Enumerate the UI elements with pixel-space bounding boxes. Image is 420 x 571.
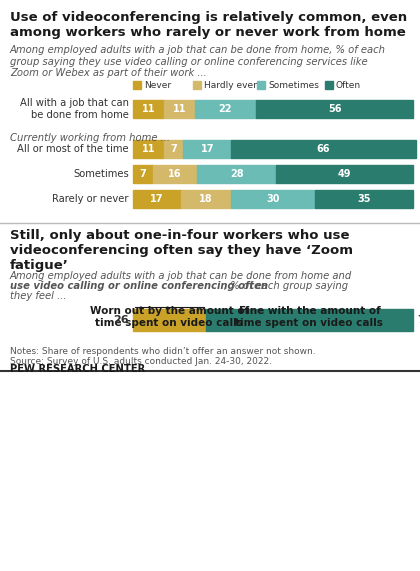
Text: , % of each group saying: , % of each group saying (224, 281, 348, 291)
Text: PEW RESEARCH CENTER: PEW RESEARCH CENTER (10, 364, 145, 374)
Bar (181, 190, 231, 208)
Bar (256, 100, 413, 118)
Text: they feel ...: they feel ... (10, 291, 66, 301)
Text: use video calling or online conferencing often: use video calling or online conferencing… (10, 281, 268, 291)
Text: 30: 30 (266, 194, 280, 204)
Bar (276, 165, 413, 183)
Bar (164, 140, 184, 158)
Bar (164, 100, 194, 118)
Bar (133, 100, 164, 118)
Text: Fine with the amount of
time spent on video calls: Fine with the amount of time spent on vi… (236, 306, 383, 328)
Bar (231, 190, 315, 208)
Bar (133, 309, 206, 331)
Text: Rarely or never: Rarely or never (52, 194, 129, 204)
Text: 17: 17 (200, 144, 214, 154)
Text: 11: 11 (142, 144, 155, 154)
Bar (315, 190, 413, 208)
Text: All or most of the time: All or most of the time (17, 144, 129, 154)
Bar (133, 81, 141, 89)
Text: 16: 16 (168, 169, 182, 179)
Text: Still, only about one-in-four workers who use
videoconferencing often say they h: Still, only about one-in-four workers wh… (10, 229, 353, 272)
Text: Use of videoconferencing is relatively common, even
among workers who rarely or : Use of videoconferencing is relatively c… (10, 11, 407, 39)
Text: 7: 7 (139, 169, 146, 179)
Bar (133, 165, 152, 183)
Bar (152, 165, 197, 183)
Bar (193, 81, 201, 89)
Text: Among employed adults with a job that can be done from home, % of each
group say: Among employed adults with a job that ca… (10, 45, 386, 78)
Text: Never: Never (144, 81, 171, 90)
Text: 28: 28 (230, 169, 244, 179)
Text: Sometimes: Sometimes (73, 169, 129, 179)
Text: All with a job that can
be done from home: All with a job that can be done from hom… (20, 98, 129, 120)
Text: 26: 26 (113, 315, 129, 325)
Bar (133, 190, 181, 208)
Text: 74: 74 (417, 315, 420, 325)
Text: 56: 56 (328, 104, 341, 114)
Text: Worn out by the amount of
time spent on video calls: Worn out by the amount of time spent on … (90, 306, 249, 328)
Bar (257, 81, 265, 89)
Text: 7: 7 (170, 144, 177, 154)
Text: 22: 22 (219, 104, 232, 114)
Text: Among employed adults with a job that can be done from home and: Among employed adults with a job that ca… (10, 271, 355, 281)
Text: 11: 11 (173, 104, 186, 114)
Bar (231, 140, 416, 158)
Text: 17: 17 (150, 194, 163, 204)
Text: 11: 11 (142, 104, 155, 114)
Text: Currently working from home ...: Currently working from home ... (10, 133, 170, 143)
Text: 49: 49 (338, 169, 351, 179)
Text: 18: 18 (199, 194, 213, 204)
Text: 66: 66 (317, 144, 330, 154)
Bar (197, 165, 276, 183)
Bar (133, 140, 164, 158)
Bar (184, 140, 231, 158)
Text: Notes: Share of respondents who didn’t offer an answer not shown.
Source: Survey: Notes: Share of respondents who didn’t o… (10, 347, 315, 367)
Text: Sometimes: Sometimes (268, 81, 319, 90)
Text: Hardly ever: Hardly ever (204, 81, 257, 90)
Bar (206, 309, 413, 331)
Text: Often: Often (336, 81, 361, 90)
Bar (325, 81, 333, 89)
Bar (194, 100, 256, 118)
Text: 35: 35 (357, 194, 371, 204)
